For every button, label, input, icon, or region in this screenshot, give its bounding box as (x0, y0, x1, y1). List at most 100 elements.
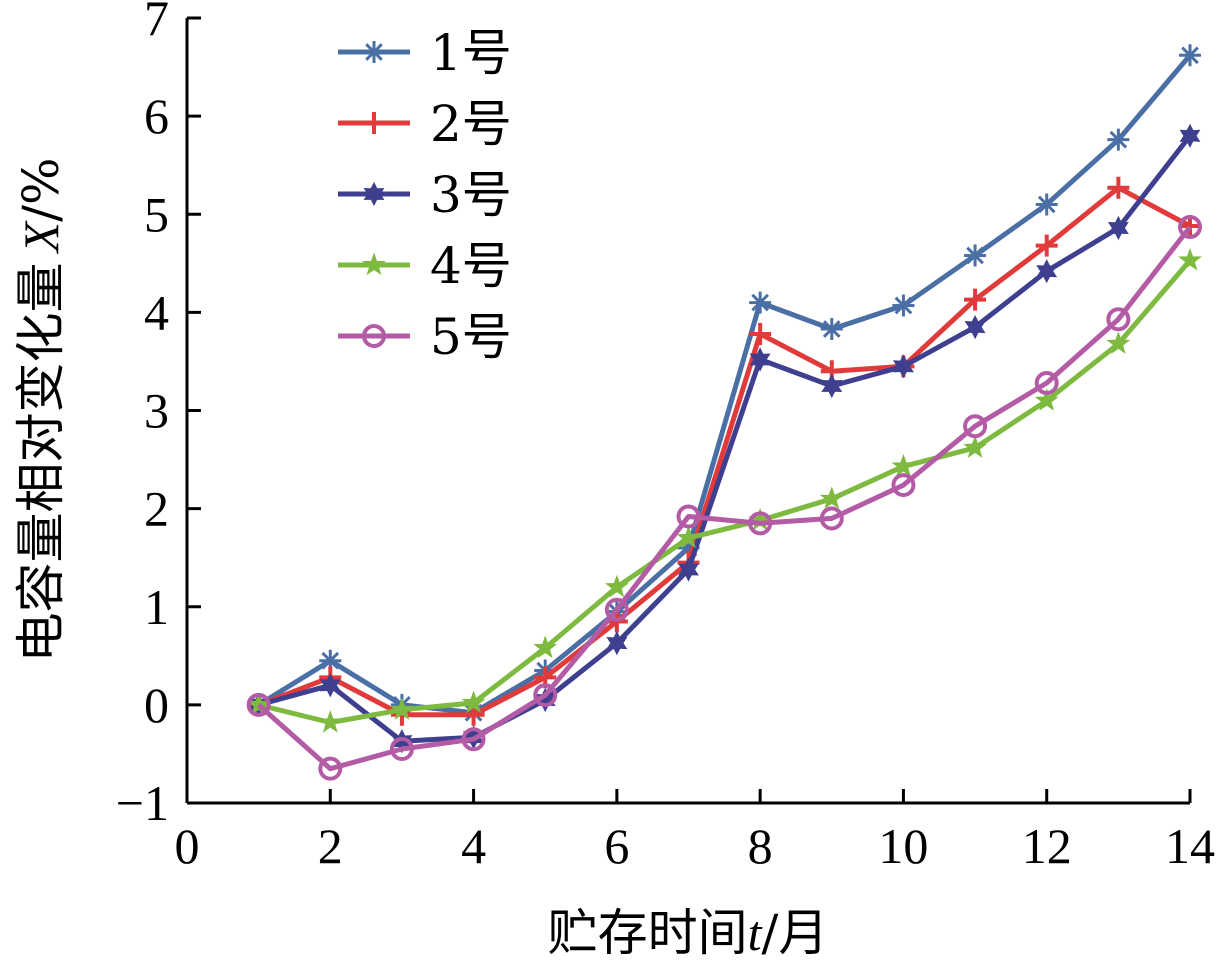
legend: 1号 2号 3号 4号 5号 (338, 24, 512, 366)
data-point (461, 727, 486, 752)
x-axis-label-unit: /月 (762, 904, 829, 962)
x-tick-label: 10 (878, 818, 928, 874)
series-layer (246, 44, 1202, 781)
data-point (1035, 193, 1058, 216)
x-axis-label-var: t (748, 905, 763, 961)
data-point (677, 536, 700, 559)
data-point (533, 635, 558, 659)
legend-label: 5号 (430, 308, 512, 366)
y-axis-label: 电容量相对变化量 X/% (12, 158, 70, 663)
data-point (319, 673, 341, 698)
series-2 (247, 176, 1201, 726)
y-tick-label: 0 (144, 677, 169, 733)
data-point (821, 373, 843, 399)
data-point (964, 315, 986, 340)
data-point (319, 649, 342, 672)
data-point (892, 294, 915, 317)
data-point (892, 354, 914, 379)
data-point (819, 486, 844, 509)
y-axis-label-text: 电容量相对变化量 (12, 262, 70, 662)
legend-label: 2号 (430, 95, 512, 153)
data-point (676, 504, 701, 529)
data-point (891, 473, 916, 498)
data-point (1106, 307, 1131, 332)
data-point (819, 506, 844, 531)
data-point (748, 511, 773, 536)
series-3 (248, 123, 1201, 754)
data-point (963, 435, 987, 458)
data-point (318, 710, 343, 733)
data-point (246, 692, 271, 717)
legend-marker (363, 112, 385, 134)
data-point (1106, 331, 1131, 354)
legend-marker (362, 252, 386, 276)
legend-marker (363, 41, 385, 63)
series-line (256, 225, 1192, 772)
data-point (1107, 176, 1130, 199)
data-point (1179, 44, 1201, 67)
legend-label: 4号 (430, 237, 512, 295)
data-point (1178, 215, 1202, 240)
data-point (390, 697, 414, 720)
legend-entry: 3号 (338, 166, 512, 224)
data-point (1035, 234, 1058, 257)
data-point (1107, 215, 1129, 241)
data-point (391, 729, 413, 754)
data-point (1034, 371, 1059, 396)
y-tick-label: 5 (144, 186, 169, 242)
data-point (461, 690, 486, 713)
x-tick-label: 14 (1165, 818, 1215, 874)
data-point (749, 291, 772, 314)
legend-entry: 2号 (338, 95, 512, 153)
x-axis-label: 贮存时间t/月 (548, 904, 829, 962)
data-point (604, 574, 629, 598)
data-point (964, 288, 987, 311)
legend-entry: 4号 (338, 237, 512, 295)
data-point (820, 318, 843, 341)
data-point (318, 756, 343, 781)
data-point (389, 737, 414, 762)
data-point (1178, 247, 1202, 271)
series-line (257, 53, 1192, 716)
x-tick-label: 0 (175, 818, 200, 874)
data-point (749, 322, 772, 345)
legend-entry: 1号 (338, 24, 512, 82)
y-tick-label: −1 (116, 775, 169, 831)
series-line (257, 134, 1192, 744)
y-tick-label: 2 (144, 481, 169, 537)
x-tick-label: 4 (461, 818, 486, 874)
data-point (1179, 123, 1201, 148)
legend-marker (362, 324, 386, 348)
x-tick-label: 12 (1022, 818, 1072, 874)
series-line (257, 185, 1192, 718)
y-tick-label: 7 (144, 0, 169, 46)
legend-marker (363, 181, 385, 207)
y-tick-label: 4 (144, 284, 169, 340)
legend-entry: 5号 (338, 308, 512, 366)
y-axis-label-unit: /% (12, 158, 70, 222)
data-point (606, 631, 628, 656)
series-line (258, 258, 1192, 725)
x-tick-label: 2 (318, 818, 343, 874)
series-5 (246, 215, 1202, 781)
data-point (1107, 128, 1130, 151)
data-point (678, 557, 699, 582)
x-tick-label: 6 (604, 818, 629, 874)
data-point (891, 453, 916, 477)
data-point (749, 347, 771, 372)
x-axis-label-text: 贮存时间 (548, 904, 748, 962)
legend-label: 1号 (430, 24, 512, 82)
data-point (963, 414, 988, 439)
data-point (1034, 388, 1059, 411)
legend-label: 3号 (430, 166, 512, 224)
data-point (964, 244, 987, 267)
series-4 (246, 247, 1202, 733)
x-tick-label: 8 (748, 818, 773, 874)
data-point (1036, 259, 1058, 284)
data-point (676, 525, 701, 549)
y-axis-label-var: X (13, 219, 69, 254)
data-point (533, 683, 558, 708)
data-point (604, 597, 629, 622)
